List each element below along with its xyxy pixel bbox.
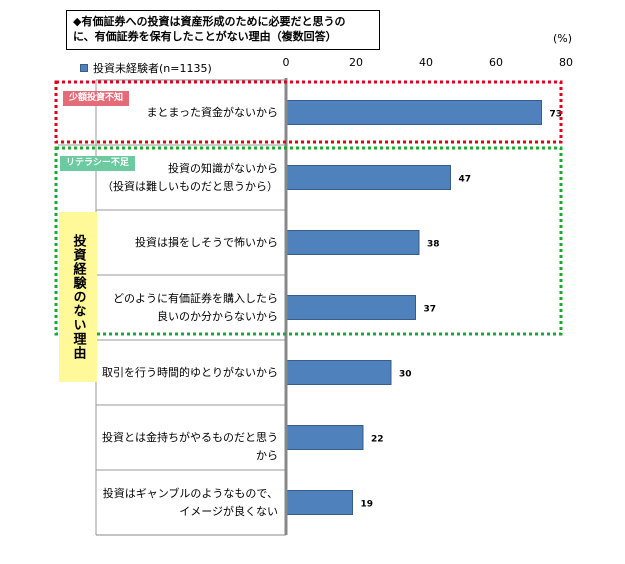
bar [285,230,420,255]
bar-value-label: 73 [550,110,563,120]
category-label: 取引を行う時間的ゆとりがないから [102,365,278,379]
bar-value-label: 30 [399,370,412,380]
group-box-small-amount [54,80,563,144]
bar [285,360,392,385]
bar [285,425,364,450]
side-label-reasons: 投資経験のない理由 [59,212,97,382]
x-tick-label: 40 [419,56,433,69]
chart-title: ◆有価証券への投資は資産形成のために必要だと思うの に、有価証券を保有したことが… [66,10,380,50]
category-label: 投資は損をしそうで怖いから [135,235,278,249]
x-tick-label: 20 [349,56,363,69]
legend: 投資未経験者(n=1135) [80,60,212,76]
legend-swatch [80,64,88,72]
bar [285,165,451,190]
bar-value-label: 47 [459,175,472,185]
bar-value-label: 19 [361,500,374,510]
category-label: まとまった資金がないから [146,105,278,119]
legend-label: 投資未経験者(n=1135) [93,62,212,75]
bar-value-label: 37 [424,305,437,315]
unit-label: (%) [553,32,573,45]
bar [285,100,542,125]
group-tag-literacy: リテラシー不足 [60,156,135,171]
category-label: 投資はギャンブルのようなもので、 イメージが良くない [102,486,278,518]
x-tick-label: 60 [489,56,503,69]
bar-value-label: 22 [371,435,384,445]
group-box-literacy [54,146,563,336]
x-tick-label: 80 [559,56,573,69]
category-label: 投資の知識がないから （投資は難しいものだと思うから） [102,161,278,193]
x-tick-label: 0 [283,56,290,69]
bar [285,295,416,320]
group-tag-small-amount: 少額投資不知 [63,91,130,106]
category-label: 投資とは金持ちがやるものだと思うから [102,430,278,462]
bar [285,490,353,515]
category-label: どのように有価証券を購入したら 良いのか分からないから [113,291,278,323]
bar-value-label: 38 [427,240,440,250]
